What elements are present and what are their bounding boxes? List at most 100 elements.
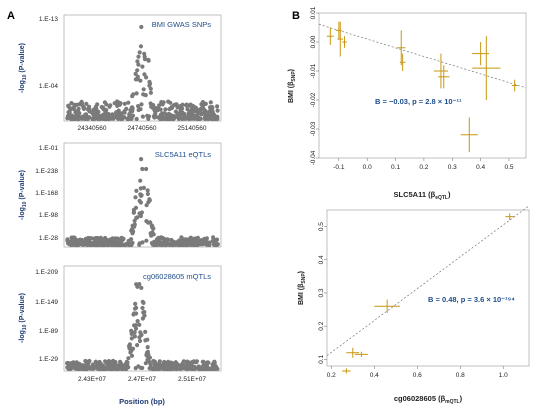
snp-point xyxy=(194,360,199,365)
mqtl-title: cg06028605 mQTLs xyxy=(143,272,211,281)
snp-point xyxy=(141,310,146,315)
snp-point xyxy=(101,112,106,117)
snp-point xyxy=(97,366,102,371)
snp-point xyxy=(139,102,144,107)
snp-point xyxy=(192,365,197,370)
gwas-title: BMI GWAS SNPs xyxy=(152,20,212,29)
snp-point xyxy=(180,116,185,122)
snp-point xyxy=(88,236,93,241)
snp-point xyxy=(186,112,191,117)
snp-point xyxy=(132,334,137,339)
snp-point xyxy=(109,241,114,246)
snp-point xyxy=(122,101,127,106)
snp-point xyxy=(200,359,205,364)
snp-point xyxy=(178,239,183,245)
y-tick-label: -0.03 xyxy=(310,121,317,136)
snp-point xyxy=(148,362,153,367)
snp-point xyxy=(139,193,144,198)
y-tick-label: 0.2 xyxy=(318,321,325,330)
y-tick-label: 1.E-28 xyxy=(39,235,59,242)
snp-point xyxy=(140,305,145,311)
x-tick-label: 0.4 xyxy=(370,372,379,379)
snp-point xyxy=(151,226,156,231)
snp-point xyxy=(137,198,142,203)
snp-point xyxy=(215,104,220,109)
snp-point xyxy=(199,366,204,371)
manhattan-eqtl-panel: SLC5A11 eQTLs 1.E-01 1.E-238 1.E-168 1.E… xyxy=(19,142,222,248)
y-tick-label: 1.E-13 xyxy=(39,16,59,23)
ylabel-suffix: (P-value) xyxy=(19,293,26,325)
snp-point xyxy=(185,242,190,247)
snp-point xyxy=(135,215,140,220)
snp-point xyxy=(135,343,140,348)
snp-point xyxy=(143,329,148,334)
snp-point xyxy=(77,363,82,368)
snp-point xyxy=(105,363,110,368)
y-tick-label: 1.E-238 xyxy=(35,168,58,175)
snp-point xyxy=(160,102,165,107)
x-tick-label: 0.2 xyxy=(419,164,428,171)
mr-mqtl-annotation: B = 0.48, p = 3.6 × 10⁻¹⁹⁴ xyxy=(428,295,515,304)
snp-point xyxy=(167,116,172,122)
snp-point xyxy=(128,346,133,351)
x-tick-label: 24340560 xyxy=(78,125,107,132)
snp-point xyxy=(98,361,103,366)
snp-point xyxy=(100,115,105,120)
snp-point xyxy=(133,195,138,200)
snp-point xyxy=(115,236,120,241)
snp-point xyxy=(112,101,117,106)
snp-point xyxy=(76,242,81,248)
snp-point xyxy=(138,107,143,112)
snp-point xyxy=(185,107,190,112)
manhattan-gwas-panel: BMI GWAS SNPs 1.E-13 1.E-04 24340560 247… xyxy=(19,14,222,132)
y-tick-label: 0.1 xyxy=(318,354,325,363)
snp-point xyxy=(132,218,137,223)
snp-point xyxy=(143,361,148,366)
snp-point xyxy=(140,299,145,304)
snp-point xyxy=(70,236,75,241)
snp-point xyxy=(215,108,220,113)
snp-point xyxy=(168,242,173,247)
plot-frame xyxy=(63,265,222,372)
y-tick-label: 1.E-04 xyxy=(39,83,59,90)
snp-point xyxy=(194,108,199,113)
x-axis-label: cg06028605 (βmQTL) xyxy=(394,394,463,405)
snp-point xyxy=(137,242,142,247)
snp-point xyxy=(108,103,113,108)
panel-label-a: A xyxy=(7,10,15,22)
snp-point xyxy=(131,312,136,317)
snp-point xyxy=(83,112,88,117)
manhattan-mqtl-panel: cg06028605 mQTLs 1.E-209 1.E-149 1.E-89 … xyxy=(19,265,222,406)
snp-point xyxy=(124,366,129,372)
snp-point xyxy=(83,358,88,364)
snp-point xyxy=(120,116,125,121)
snp-point xyxy=(69,242,74,248)
snp-point xyxy=(134,116,139,122)
y-tick-label: 1.E-98 xyxy=(39,212,59,219)
snp-point xyxy=(152,242,157,247)
snp-point xyxy=(84,101,89,106)
x-tick-label: 0.6 xyxy=(413,372,422,379)
snp-point xyxy=(152,115,157,120)
snp-point xyxy=(136,62,141,67)
snp-point xyxy=(127,112,132,117)
snp-point xyxy=(202,110,207,115)
snp-point xyxy=(133,205,139,210)
snp-point xyxy=(118,242,123,248)
fit-line xyxy=(326,205,530,356)
snp-point xyxy=(138,44,144,49)
x-tick-label: 0.2 xyxy=(327,372,336,379)
snp-point xyxy=(182,237,187,242)
snp-point xyxy=(137,282,142,287)
snp-point xyxy=(136,54,141,59)
snp-point xyxy=(199,239,204,244)
eqtl-points xyxy=(65,157,220,248)
snp-point xyxy=(204,236,209,241)
snp-point xyxy=(212,242,217,247)
snp-point xyxy=(91,236,96,241)
snp-point xyxy=(138,178,143,183)
y-tick-label: 1.E-168 xyxy=(35,190,58,197)
snp-point xyxy=(151,106,156,111)
snp-point xyxy=(133,71,138,76)
snp-point xyxy=(105,114,110,119)
